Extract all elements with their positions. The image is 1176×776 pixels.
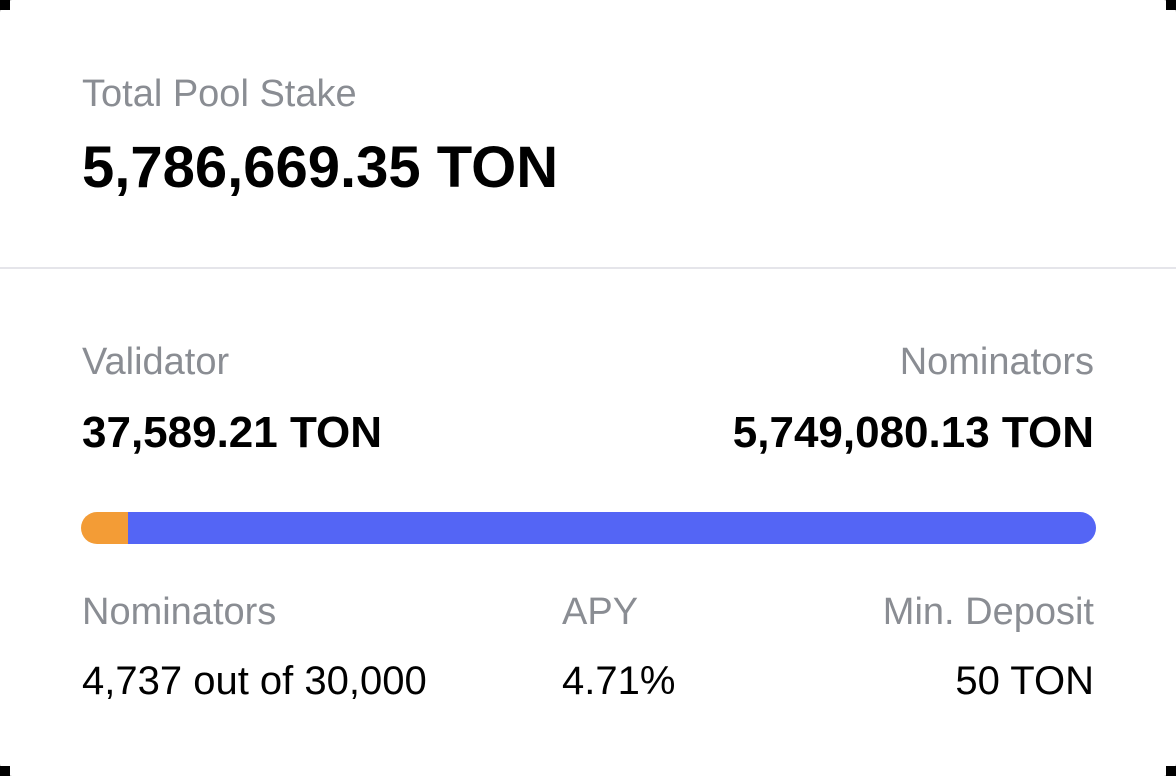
corner-mark bbox=[0, 0, 10, 10]
corner-mark bbox=[0, 766, 10, 776]
total-pool-stake-value: 5,786,669.35 TON bbox=[82, 135, 559, 200]
section-divider bbox=[0, 267, 1176, 269]
corner-mark bbox=[1166, 766, 1176, 776]
validator-share-segment bbox=[81, 512, 128, 544]
validator-label: Validator bbox=[82, 341, 230, 383]
stake-distribution-bar bbox=[81, 512, 1096, 544]
apy-label: APY bbox=[562, 591, 639, 633]
nominators-stake-value: 5,749,080.13 TON bbox=[732, 408, 1094, 457]
min-deposit-label: Min. Deposit bbox=[882, 591, 1094, 633]
nominators-share-segment bbox=[128, 512, 1096, 544]
nominators-stake-label: Nominators bbox=[899, 341, 1094, 383]
apy-value: 4.71% bbox=[562, 659, 676, 703]
min-deposit-value: 50 TON bbox=[955, 659, 1094, 703]
validator-stake-value: 37,589.21 TON bbox=[82, 408, 383, 457]
total-pool-stake-label: Total Pool Stake bbox=[82, 73, 357, 115]
corner-mark bbox=[1166, 0, 1176, 10]
nominators-count-label: Nominators bbox=[82, 591, 277, 633]
nominators-count-value: 4,737 out of 30,000 bbox=[82, 659, 427, 703]
